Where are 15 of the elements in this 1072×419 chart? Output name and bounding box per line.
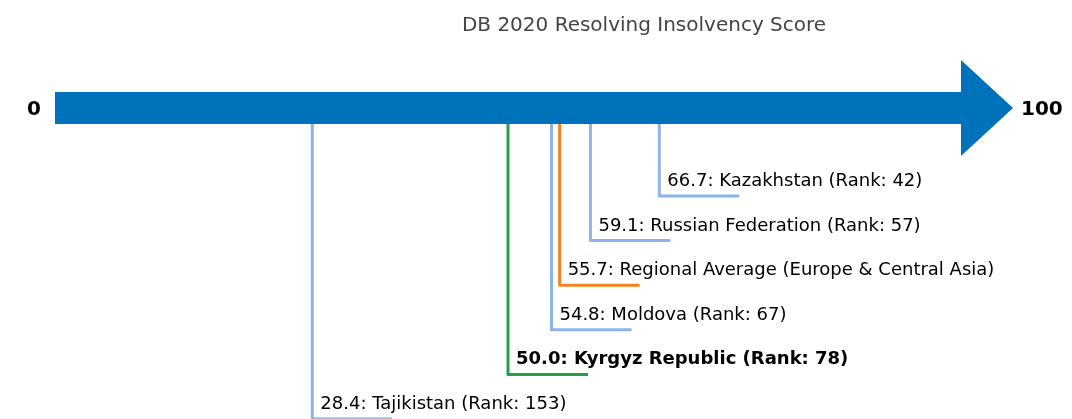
data-label: 28.4: <box>320 392 373 413</box>
text: 0 <box>27 96 41 120</box>
text: 100 <box>1021 96 1063 120</box>
data-label: 54.8: <box>559 302 612 324</box>
category-label: Kazakhstan (Rank: 42) <box>719 169 923 190</box>
data-label: 66.7: <box>667 169 720 190</box>
data-label: 55.7: <box>567 258 620 280</box>
data-label: 50.0: <box>516 347 574 369</box>
text: DB 2020 Resolving Insolvency Score <box>461 12 827 36</box>
category-label: Moldova (Rank: 67) <box>611 302 787 324</box>
category-label: Regional Average (Europe & Central Asia) <box>619 258 995 280</box>
category-label: Kyrgyz Republic (Rank: 78) <box>573 347 849 369</box>
data-label: 59.1: <box>598 213 651 235</box>
category-label: Tajikistan (Rank: 153) <box>371 392 567 413</box>
category-label: Russian Federation (Rank: 57) <box>650 213 921 235</box>
